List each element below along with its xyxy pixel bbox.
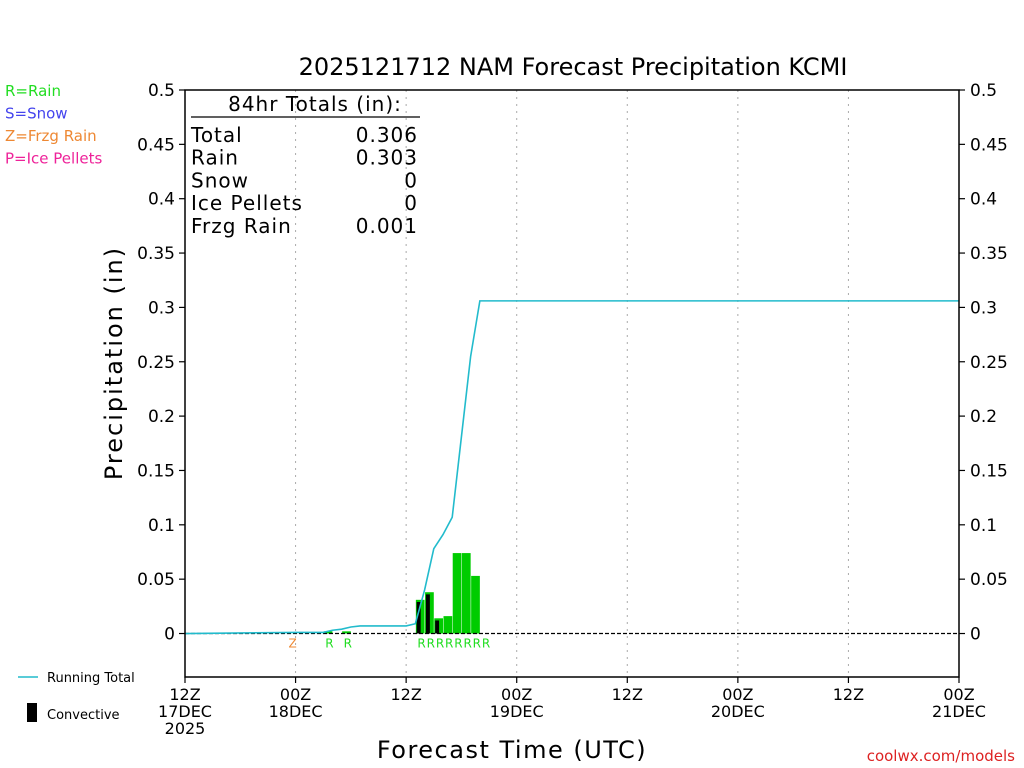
y-tick-label-right: 0.2: [970, 407, 997, 427]
x-tick-label: 2025: [165, 719, 206, 738]
x-tick-label: 00Z: [501, 685, 532, 704]
chart-title: 2025121712 NAM Forecast Precipitation KC…: [299, 53, 848, 81]
x-tick-label: 00Z: [722, 685, 753, 704]
x-tick-label: 00Z: [943, 685, 974, 704]
ptype-marker: Z: [288, 637, 296, 651]
y-tick-label: 0.25: [137, 353, 175, 373]
totals-row-value: 0.303: [356, 146, 418, 170]
convective-swatch: [27, 703, 37, 722]
totals-row-label: Rain: [191, 146, 239, 170]
y-tick-label: 0.4: [148, 190, 175, 210]
y-axis-left: 0 0.05 0.1 0.15 0.2 0.25 0.3 0.35 0.4 0.45 0.5: [137, 81, 185, 645]
precip-bars: [323, 553, 480, 634]
y-tick-label: 0.1: [148, 516, 175, 536]
x-tick-label: 12Z: [612, 685, 643, 704]
y-axis-title: Precipitation (in): [100, 246, 128, 480]
y-tick-label: 0.35: [137, 244, 175, 264]
ptype-marker: R: [463, 637, 471, 651]
ptype-marker: R: [482, 637, 490, 651]
totals-header: 84hr Totals (in):: [228, 92, 402, 116]
x-axis-title: Forecast Time (UTC): [377, 736, 647, 764]
totals-box: 84hr Totals (in): Total 0.306 Rain 0.303 Snow…: [190, 92, 420, 238]
y-tick-label-right: 0.5: [970, 81, 997, 101]
y-tick-label: 0.5: [148, 81, 175, 101]
y-tick-label-right: 0.45: [970, 135, 1008, 155]
x-tick-label: 12Z: [833, 685, 864, 704]
ptype-marker: R: [454, 637, 462, 651]
running-total-series: [184, 300, 959, 635]
precip-bar: [323, 631, 333, 634]
y-tick-label-right: 0.1: [970, 516, 997, 536]
running-total-line: [184, 300, 959, 635]
y-tick-label-right: 0.15: [970, 461, 1008, 481]
x-tick-label: 12Z: [169, 685, 200, 704]
x-tick-label: 20DEC: [711, 702, 765, 721]
y-tick-label-right: 0.35: [970, 244, 1008, 264]
ptype-legend-item: R=Rain: [5, 82, 61, 100]
footer-legend: Running Total Convective: [18, 671, 135, 723]
x-tick-label: 18DEC: [269, 702, 323, 721]
totals-row-value: 0: [404, 168, 418, 192]
precip-bar: [443, 616, 453, 634]
ptype-marker: R: [436, 637, 444, 651]
y-tick-label: 0.05: [137, 570, 175, 590]
precip-bar: [471, 575, 480, 634]
ptype-marker: R: [473, 637, 481, 651]
y-tick-label: 0.3: [148, 298, 175, 318]
grid-lines: [295, 90, 849, 677]
ptype-legend-item: S=Snow: [5, 105, 68, 123]
y-tick-label: 0.15: [137, 461, 175, 481]
totals-row-label: Frzg Rain: [191, 214, 292, 238]
y-tick-label-right: 0.25: [970, 353, 1008, 373]
precip-bar: [452, 553, 462, 634]
ptype-marker: R: [325, 637, 333, 651]
convective-bar: [435, 620, 440, 634]
x-tick-label: 00Z: [280, 685, 311, 704]
x-tick-label: 12Z: [390, 685, 421, 704]
totals-row-value: 0.306: [356, 123, 418, 147]
ptype-marker: R: [445, 637, 453, 651]
plot-frame: [184, 89, 960, 678]
x-tick-label: 21DEC: [932, 702, 986, 721]
totals-row-value: 0.001: [356, 214, 418, 238]
credit-text: coolwx.com/models: [867, 747, 1015, 765]
totals-row-value: 0: [404, 191, 418, 215]
totals-row-label: Total: [190, 123, 243, 147]
running-total-label: Running Total: [47, 671, 135, 686]
y-tick-label-right: 0.4: [970, 190, 997, 210]
convective-bar: [425, 594, 430, 634]
y-tick-label-right: 0.3: [970, 298, 997, 318]
ptype-legend-item: P=Ice Pellets: [5, 150, 102, 168]
y-tick-label: 0: [164, 625, 175, 645]
convective-label: Convective: [47, 708, 120, 723]
y-tick-label-right: 0: [970, 625, 981, 645]
x-tick-label: 19DEC: [490, 702, 544, 721]
y-axis-right: 0 0.05 0.1 0.15 0.2 0.25 0.3 0.35 0.4 0.45 0.5: [959, 81, 1008, 645]
ptype-legend: R=Rain S=Snow Z=Frzg Rain P=Ice Pellets: [5, 82, 102, 168]
x-tick-label: 17DEC: [158, 702, 212, 721]
totals-row-label: Snow: [191, 168, 249, 192]
ptype-marker: R: [427, 637, 435, 651]
y-tick-label: 0.45: [137, 135, 175, 155]
y-tick-label-right: 0.05: [970, 570, 1008, 590]
precip-bar: [342, 631, 351, 634]
ptype-marker: R: [344, 637, 352, 651]
convective-bar: [416, 601, 421, 634]
totals-row-label: Ice Pellets: [191, 191, 303, 215]
precip-bar: [461, 553, 471, 634]
y-tick-label: 0.2: [148, 407, 175, 427]
ptype-marker: R: [417, 637, 425, 651]
ptype-legend-item: Z=Frzg Rain: [5, 127, 97, 145]
